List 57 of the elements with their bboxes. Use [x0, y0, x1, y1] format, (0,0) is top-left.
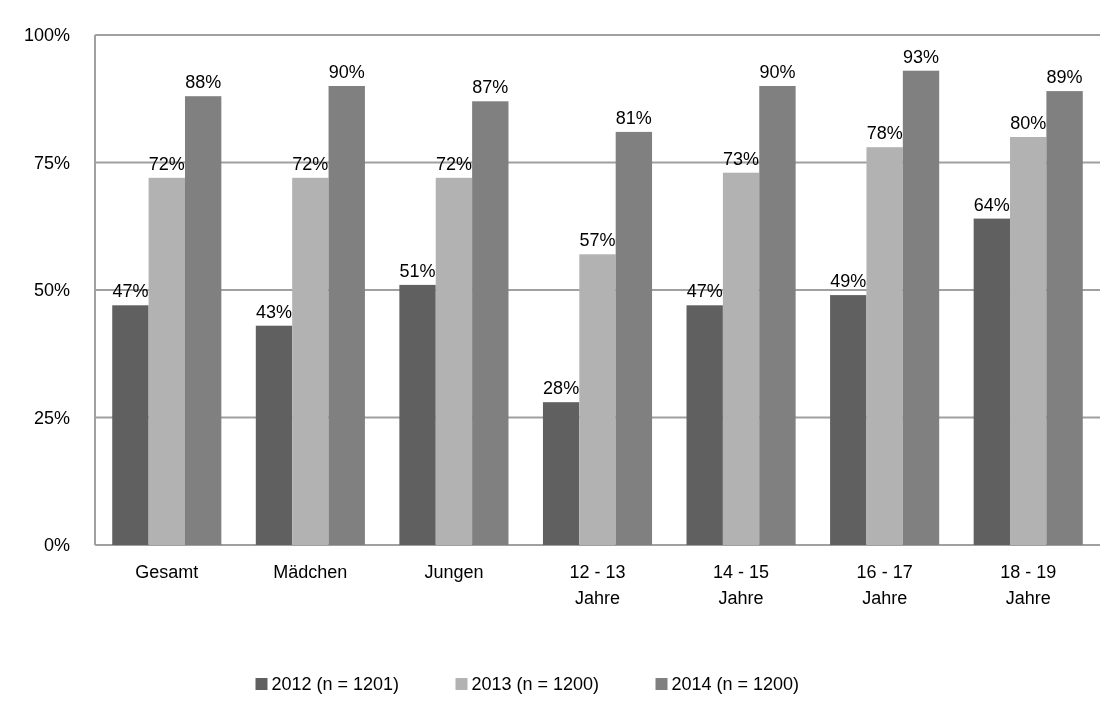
data-label: 73%	[723, 148, 760, 169]
y-tick-label: 25%	[33, 407, 70, 428]
data-label: 88%	[185, 72, 222, 93]
x-tick-label: Gesamt	[135, 562, 199, 582]
data-label: 72%	[435, 153, 472, 174]
bar	[328, 86, 365, 545]
data-label: 64%	[973, 194, 1010, 215]
bar	[615, 131, 653, 545]
data-label: 49%	[830, 271, 867, 292]
bar	[472, 101, 509, 545]
data-label: 87%	[472, 77, 509, 98]
bar	[759, 86, 796, 545]
data-label: 43%	[255, 301, 292, 322]
legend-label: 2012 (n = 1201)	[271, 674, 400, 694]
data-label: 80%	[1010, 113, 1047, 133]
x-tick-label: 12 - 13 Jahre	[569, 562, 626, 608]
y-tick-label: 50%	[33, 280, 70, 301]
data-label: 81%	[615, 107, 652, 128]
bar	[1046, 91, 1083, 545]
bar	[830, 295, 867, 545]
y-tick-label: 75%	[33, 152, 70, 173]
data-label: 57%	[579, 230, 616, 251]
x-tick-label: Mädchen	[273, 562, 348, 582]
x-tick-label: 14 - 15 Jahre	[713, 562, 770, 608]
x-tick-label: Jungen	[424, 562, 484, 582]
x-tick-label: 16 - 17 Jahre	[856, 562, 913, 608]
bar	[579, 254, 616, 545]
y-tick-label: 100%	[23, 25, 70, 46]
bar	[112, 305, 149, 545]
bar	[184, 96, 222, 545]
y-tick-label: 0%	[43, 535, 70, 556]
data-label: 47%	[686, 281, 723, 302]
data-label: 72%	[292, 153, 329, 174]
data-label: 72%	[148, 153, 185, 174]
bar	[1010, 137, 1047, 545]
x-tick-label: 18 - 19 Jahre	[1000, 562, 1057, 608]
data-label: 47%	[112, 281, 149, 302]
bar	[902, 70, 940, 545]
data-label: 89%	[1046, 67, 1083, 88]
bar	[292, 177, 329, 545]
bar	[866, 147, 903, 545]
data-label: 93%	[903, 46, 940, 67]
bar	[973, 218, 1011, 545]
data-label: 90%	[328, 62, 365, 82]
bar	[722, 172, 760, 545]
bar	[399, 284, 436, 545]
legend-label: 2013 (n = 1200)	[471, 674, 600, 694]
bar	[148, 177, 185, 545]
bar	[435, 177, 473, 545]
bar	[686, 305, 723, 545]
data-label: 78%	[866, 123, 903, 144]
bar	[542, 402, 580, 545]
bar	[255, 325, 293, 545]
data-label: 51%	[399, 260, 436, 281]
legend-label: 2014 (n = 1200)	[671, 674, 800, 694]
data-label: 28%	[543, 378, 580, 399]
data-label: 90%	[759, 62, 796, 82]
